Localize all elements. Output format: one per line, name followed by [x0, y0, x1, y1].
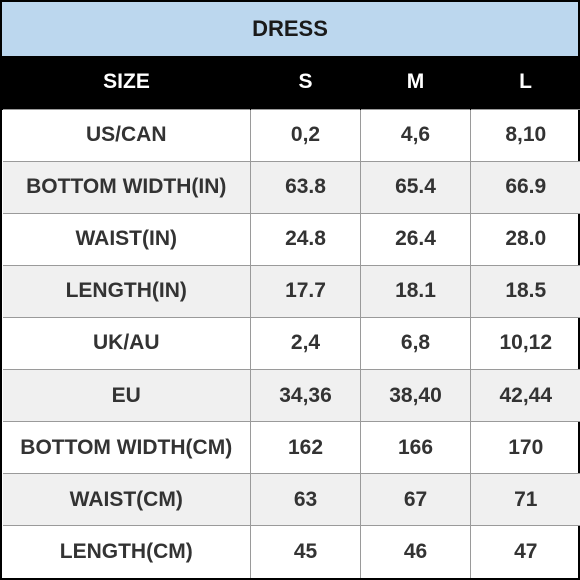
size-l-value: 8,10	[470, 108, 580, 162]
row-label: BOTTOM WIDTH(CM)	[2, 421, 251, 475]
size-l-value: 66.9	[470, 160, 580, 214]
size-m-value: 18.1	[360, 264, 471, 318]
size-s-value: 34,36	[250, 369, 361, 423]
size-m-value: 26.4	[360, 212, 471, 266]
size-l-value: 18.5	[470, 264, 580, 318]
size-m-header: M	[360, 56, 471, 109]
size-s-value: 0,2	[250, 108, 361, 162]
size-s-value: 63.8	[250, 160, 361, 214]
size-l-value: 47	[470, 525, 580, 578]
row-label: WAIST(IN)	[2, 212, 251, 266]
table-row: LENGTH(IN) 17.7 18.1 18.5	[2, 264, 580, 318]
size-s-value: 2,4	[250, 316, 361, 371]
table-row: WAIST(CM) 63 67 71	[2, 473, 580, 527]
size-m-value: 166	[360, 421, 471, 475]
table-row: LENGTH(CM) 45 46 47	[2, 525, 580, 578]
table-row: EU 34,36 38,40 42,44	[2, 369, 580, 423]
size-l-value: 170	[470, 421, 580, 475]
row-label: BOTTOM WIDTH(IN)	[2, 160, 251, 214]
size-m-value: 4,6	[360, 108, 471, 162]
table-row: BOTTOM WIDTH(CM) 162 166 170	[2, 421, 580, 475]
table-row: WAIST(IN) 24.8 26.4 28.0	[2, 212, 580, 266]
table-row: US/CAN 0,2 4,6 8,10	[2, 108, 580, 162]
size-l-value: 42,44	[470, 369, 580, 423]
size-s-header: S	[250, 56, 361, 109]
size-s-value: 17.7	[250, 264, 361, 318]
size-s-value: 63	[250, 473, 361, 527]
size-l-value: 10,12	[470, 316, 580, 371]
table-row: UK/AU 2,4 6,8 10,12	[2, 316, 580, 371]
table-row: BOTTOM WIDTH(IN) 63.8 65.4 66.9	[2, 160, 580, 214]
size-m-value: 38,40	[360, 369, 471, 423]
size-s-value: 162	[250, 421, 361, 475]
row-label: LENGTH(IN)	[2, 264, 251, 318]
size-column-header: SIZE	[2, 56, 251, 109]
size-table: SIZE S M L US/CAN 0,2 4,6 8,10 BOTTOM WI…	[2, 56, 580, 578]
chart-title: DRESS	[2, 2, 578, 56]
header-row: SIZE S M L	[2, 56, 580, 109]
size-s-value: 45	[250, 525, 361, 578]
size-l-value: 71	[470, 473, 580, 527]
size-m-value: 6,8	[360, 316, 471, 371]
row-label: EU	[2, 369, 251, 423]
size-m-value: 67	[360, 473, 471, 527]
row-label: LENGTH(CM)	[2, 525, 251, 578]
size-s-value: 24.8	[250, 212, 361, 266]
row-label: US/CAN	[2, 108, 251, 162]
row-label: UK/AU	[2, 316, 251, 371]
size-m-value: 46	[360, 525, 471, 578]
size-l-value: 28.0	[470, 212, 580, 266]
row-label: WAIST(CM)	[2, 473, 251, 527]
size-l-header: L	[470, 56, 580, 109]
size-m-value: 65.4	[360, 160, 471, 214]
